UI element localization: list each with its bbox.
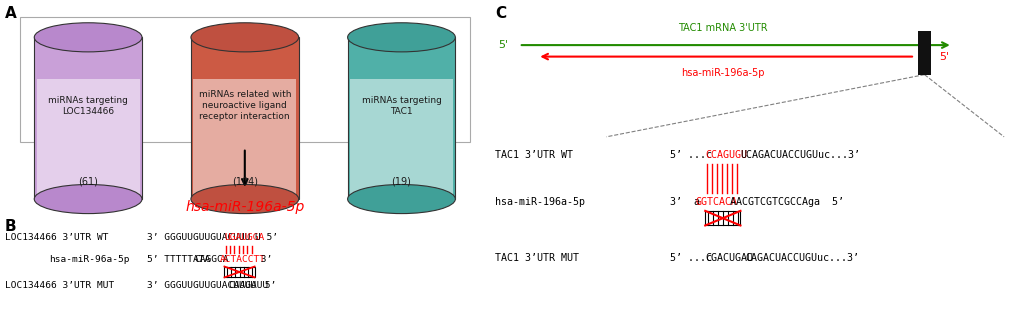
FancyBboxPatch shape	[347, 37, 454, 199]
Text: hsa-miR-196a-5p: hsa-miR-196a-5p	[681, 68, 764, 78]
Text: (19): (19)	[391, 177, 411, 187]
Ellipse shape	[347, 23, 454, 52]
Text: 3’ GGGUUGUUGUACUUU: 3’ GGGUUGUUGUACUUU	[147, 234, 250, 242]
Text: U 5’: U 5’	[255, 234, 277, 242]
Text: 5’: 5’	[259, 281, 276, 290]
Text: 5’ TTTTTATA: 5’ TTTTTATA	[147, 255, 210, 264]
Text: A: A	[5, 6, 16, 21]
Text: miRNAs related with
neuroactive ligand
receptor interaction: miRNAs related with neuroactive ligand r…	[199, 90, 290, 121]
Text: ACTACCTT: ACTACCTT	[220, 255, 266, 264]
Text: GGTCACA: GGTCACA	[695, 197, 737, 207]
Text: miRNAs targeting
TAC1: miRNAs targeting TAC1	[361, 96, 441, 116]
Text: AACGTCGTCGCCAga  5’: AACGTCGTCGCCAga 5’	[730, 197, 844, 207]
Text: TAC1 3’UTR MUT: TAC1 3’UTR MUT	[494, 253, 579, 263]
Text: C: C	[494, 6, 505, 21]
Text: 3’  a: 3’ a	[669, 197, 699, 207]
Text: 5': 5'	[938, 52, 949, 62]
FancyBboxPatch shape	[37, 80, 140, 196]
Text: (61): (61)	[78, 177, 98, 187]
Text: CAGACUACCUGUuc...3’: CAGACUACCUGUuc...3’	[745, 253, 859, 263]
FancyBboxPatch shape	[704, 211, 740, 225]
Text: UCAGACUACCUGUuc...3’: UCAGACUACCUGUuc...3’	[740, 151, 860, 160]
Ellipse shape	[347, 184, 454, 214]
FancyBboxPatch shape	[350, 80, 452, 196]
Text: hsa-miR-96a-5p: hsa-miR-96a-5p	[49, 255, 129, 264]
Text: (104): (104)	[231, 177, 258, 187]
Ellipse shape	[35, 184, 142, 214]
Text: CGACUGAU: CGACUGAU	[704, 253, 752, 263]
FancyBboxPatch shape	[194, 80, 296, 196]
Text: CAGGCA: CAGGCA	[194, 255, 228, 264]
FancyBboxPatch shape	[224, 267, 255, 277]
FancyBboxPatch shape	[917, 31, 930, 75]
Text: 5': 5'	[497, 40, 507, 50]
Text: TAC1 mRNA 3'UTR: TAC1 mRNA 3'UTR	[678, 23, 767, 33]
FancyBboxPatch shape	[191, 37, 299, 199]
Text: 3’: 3’	[255, 255, 272, 264]
Text: B: B	[5, 219, 16, 234]
Ellipse shape	[191, 23, 299, 52]
FancyBboxPatch shape	[19, 17, 470, 142]
Text: LOC134466 3’UTR MUT: LOC134466 3’UTR MUT	[5, 281, 114, 290]
Text: miRNAs targeting
LOC134466: miRNAs targeting LOC134466	[48, 96, 128, 116]
Ellipse shape	[191, 184, 299, 214]
Text: UGAUGGA: UGAUGGA	[224, 234, 264, 242]
Text: TAC1 3’UTR WT: TAC1 3’UTR WT	[494, 151, 573, 160]
Text: 5’ ...c: 5’ ...c	[669, 151, 711, 160]
Text: hsa-miR-196a-5p: hsa-miR-196a-5p	[494, 197, 584, 207]
Text: 5’ ...c: 5’ ...c	[669, 253, 711, 263]
Text: LOC134466 3’UTR WT: LOC134466 3’UTR WT	[5, 234, 108, 242]
FancyBboxPatch shape	[35, 37, 142, 199]
Text: hsa-miR-196a-5p: hsa-miR-196a-5p	[185, 200, 304, 214]
Text: CCAGUGU: CCAGUGU	[704, 151, 747, 160]
Ellipse shape	[35, 23, 142, 52]
Text: 3’ GGGUUGUUGUACUUUU: 3’ GGGUUGUUGUACUUUU	[147, 281, 256, 290]
Text: CAAGAUU: CAAGAUU	[228, 281, 269, 290]
